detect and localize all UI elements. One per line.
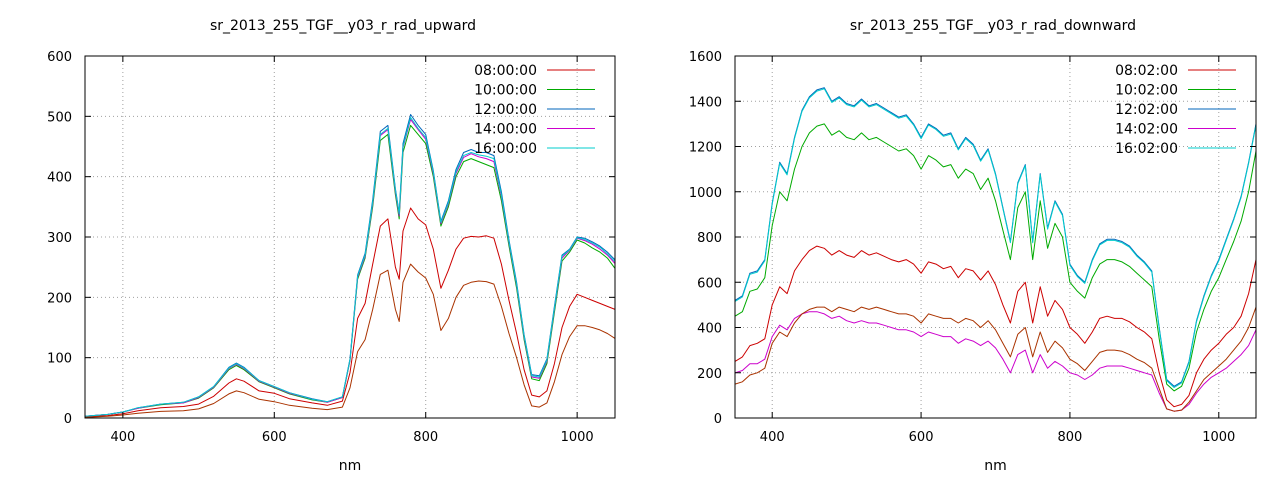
y-tick-label: 400: [47, 171, 72, 186]
legend-label: 08:00:00: [474, 63, 537, 79]
x-tick-label: 1000: [561, 430, 594, 445]
x-tick-label: 400: [110, 430, 135, 445]
y-tick-label: 1400: [689, 95, 722, 110]
y-tick-label: 0: [714, 412, 722, 427]
series-line-080000: [84, 207, 616, 418]
chart-2: sr_2013_255_TGF__y03_r_rad_downward 400 60…: [689, 18, 1257, 474]
x-tick-label: 400: [760, 430, 785, 445]
chart-title: sr_2013_255_TGF__y03_r_rad_downward: [850, 18, 1136, 34]
series-line-160200: [734, 88, 1257, 388]
legend-label: 14:02:00: [1115, 122, 1178, 138]
y-tick-label: 1600: [689, 50, 722, 65]
y-tick-label: 0: [64, 412, 72, 427]
legend-label: 10:02:00: [1115, 83, 1178, 99]
series-line-unlabeled: [734, 306, 1257, 412]
x-tick-label: 600: [262, 430, 287, 445]
legend-label: 16:00:00: [474, 141, 537, 157]
y-tick-label: 1200: [689, 141, 722, 156]
chart-1: sr_2013_255_TGF__y03_r_rad_upward 400 600 8…: [47, 18, 616, 474]
x-tick-label: 600: [909, 430, 934, 445]
legend: 08:02:00 10:02:00 12:02:00 14:02:00 16:02:00: [1115, 63, 1236, 157]
y-tick-label: 600: [47, 50, 72, 65]
series-line-160000: [84, 117, 616, 417]
legend: 08:00:00 10:00:00 12:00:00 14:00:00 16:00:00: [474, 63, 595, 157]
y-tick-label: 1000: [689, 186, 722, 201]
legend-label: 12:02:00: [1115, 102, 1178, 118]
legend-label: 16:02:00: [1115, 141, 1178, 157]
y-tick-label: 200: [697, 367, 722, 382]
series-line-140200: [734, 311, 1257, 412]
x-tick-label: 800: [413, 430, 438, 445]
x-tick-label: 1000: [1202, 430, 1235, 445]
x-tick-label: 800: [1058, 430, 1083, 445]
legend-label: 08:02:00: [1115, 63, 1178, 79]
y-tick-label: 300: [47, 231, 72, 246]
series-line-unlabeled: [84, 263, 616, 418]
x-axis-label: nm: [339, 458, 362, 474]
legend-label: 12:00:00: [474, 102, 537, 118]
y-tick-label: 500: [47, 110, 72, 125]
series-line-100200: [734, 123, 1257, 392]
y-tick-label: 600: [697, 276, 722, 291]
series-line-080200: [734, 245, 1257, 408]
x-axis-label: nm: [984, 458, 1007, 474]
y-tick-label: 200: [47, 291, 72, 306]
legend-label: 10:00:00: [474, 83, 537, 99]
y-tick-label: 400: [697, 322, 722, 337]
y-tick-label: 100: [47, 352, 72, 367]
chart-title: sr_2013_255_TGF__y03_r_rad_upward: [210, 18, 476, 34]
y-tick-label: 800: [697, 231, 722, 246]
legend-label: 14:00:00: [474, 122, 537, 138]
